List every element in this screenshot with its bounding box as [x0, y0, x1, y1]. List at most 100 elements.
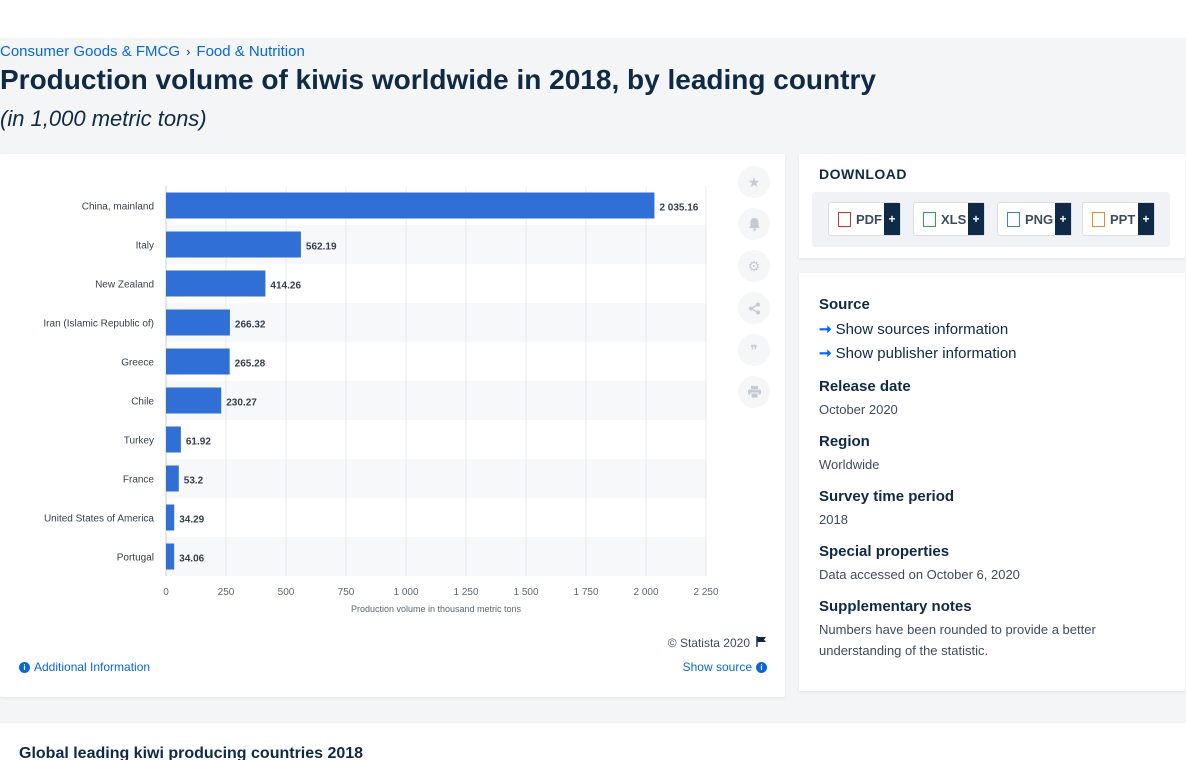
show-sources-link[interactable]: ➞ Show sources information [819, 320, 1009, 339]
data-label: 265.28 [235, 359, 266, 370]
show-sources-label: Show sources information [835, 320, 1009, 338]
arrow-right-icon: ➞ [819, 321, 832, 338]
download-ppt-plus[interactable]: + [1138, 203, 1154, 235]
chart-card: China, mainland 2 035.16 Italy 562.19 New Ze… [0, 154, 785, 697]
download-xls-plus[interactable]: + [968, 203, 984, 235]
data-label: 34.06 [179, 554, 204, 565]
ppt-file-icon [1092, 211, 1105, 227]
png-file-icon [1007, 211, 1020, 227]
additional-information-link[interactable]: i Additional Information [19, 660, 150, 674]
row-band [166, 459, 706, 498]
x-tick-label: 250 [218, 587, 235, 598]
data-label: 34.29 [179, 515, 204, 526]
download-ppt-label: PPT [1110, 211, 1136, 227]
download-pdf-plus[interactable]: + [884, 203, 900, 235]
breadcrumb-item-food-nutrition[interactable]: Food & Nutrition [196, 43, 305, 60]
bell-icon[interactable] [738, 208, 770, 240]
copyright-text: © Statista 2020 [667, 636, 750, 650]
category-label: New Zealand [95, 280, 154, 291]
data-label: 266.32 [235, 320, 266, 331]
release-date-value: October 2020 [819, 402, 898, 417]
info-icon: i [19, 661, 30, 673]
special-properties-label: Special properties [819, 543, 950, 560]
category-label: Portugal [117, 553, 154, 564]
gear-icon[interactable]: ⚙ [738, 250, 770, 282]
x-tick-label: 1 750 [573, 587, 598, 598]
download-xls-button[interactable]: XLS + [913, 202, 985, 236]
data-label: 53.2 [184, 476, 204, 487]
category-label: Chile [131, 397, 154, 408]
category-label: United States of America [44, 514, 154, 525]
bar-chart: China, mainland 2 035.16 Italy 562.19 New Ze… [43, 186, 719, 614]
category-label: Iran (Islamic Republic of) [43, 319, 154, 330]
copyright-notice: © Statista 2020 [668, 636, 767, 650]
related-statistic-title[interactable]: Global leading kiwi producing countries … [19, 745, 364, 760]
category-label: China, mainland [82, 202, 154, 213]
star-icon[interactable]: ★ [738, 166, 770, 198]
show-publisher-label: Show publisher information [835, 344, 1017, 362]
page-title: Production volume of kiwis worldwide in … [0, 64, 876, 95]
special-properties-value: Data accessed on October 6, 2020 [819, 567, 1020, 582]
pdf-file-icon [838, 211, 851, 227]
category-label: Greece [121, 358, 154, 369]
x-axis-label: Production volume in thousand metric ton… [351, 604, 522, 614]
bar [166, 543, 175, 570]
source-label: Source [819, 296, 870, 313]
download-pdf-button[interactable]: PDF + [828, 202, 901, 236]
survey-period-label: Survey time period [819, 488, 955, 505]
data-label: 414.26 [270, 281, 301, 292]
related-statistic-card: Global leading kiwi producing countries … [0, 723, 1186, 760]
x-tick-label: 0 [163, 587, 169, 598]
x-tick-label: 750 [338, 587, 355, 598]
row-band [166, 381, 706, 420]
breadcrumb-separator: › [186, 44, 191, 59]
quote-icon[interactable]: ❞ [738, 334, 770, 366]
download-ppt-button[interactable]: PPT + [1082, 202, 1155, 236]
data-label: 61.92 [186, 437, 211, 448]
x-tick-label: 1 250 [453, 587, 478, 598]
download-title: DOWNLOAD [819, 166, 907, 182]
share-icon[interactable] [738, 292, 770, 324]
bar [166, 348, 230, 375]
release-date-label: Release date [819, 378, 911, 395]
category-label: Italy [136, 241, 154, 252]
top-navigation-bar [0, 0, 1186, 38]
print-icon[interactable] [738, 376, 770, 408]
chart-tools: ★ ⚙ ❞ [738, 166, 770, 408]
download-pdf-label: PDF [856, 211, 882, 227]
x-tick-label: 2 000 [633, 587, 658, 598]
statistic-details-panel: Source ➞ Show sources information ➞ Show… [799, 273, 1185, 691]
x-tick-label: 1 500 [513, 587, 538, 598]
data-label: 2 035.16 [659, 203, 698, 214]
download-png-button[interactable]: PNG + [997, 202, 1072, 236]
bar [166, 231, 301, 258]
bar [166, 270, 266, 297]
data-label: 562.19 [306, 242, 337, 253]
row-band [166, 537, 706, 576]
supplementary-notes-label: Supplementary notes [819, 598, 972, 615]
additional-information-label: Additional Information [34, 660, 151, 674]
breadcrumb-item-consumer-goods[interactable]: Consumer Goods & FMCG [0, 43, 181, 60]
download-button-row: PDF + XLS + PNG + PPT + [812, 192, 1170, 247]
x-tick-label: 500 [278, 587, 295, 598]
download-png-plus[interactable]: + [1055, 203, 1071, 235]
region-value: Worldwide [819, 457, 880, 472]
show-source-link[interactable]: Show source i [683, 660, 767, 674]
xls-file-icon [923, 211, 936, 227]
bar [166, 504, 175, 531]
bar [166, 465, 179, 492]
category-label: France [123, 475, 155, 486]
download-png-label: PNG [1025, 211, 1054, 227]
x-tick-label: 1 000 [393, 587, 418, 598]
category-label: Turkey [124, 436, 154, 447]
show-publisher-link[interactable]: ➞ Show publisher information [819, 344, 1017, 363]
download-xls-label: XLS [941, 211, 967, 227]
survey-period-value: 2018 [819, 512, 848, 527]
region-label: Region [819, 433, 870, 450]
show-source-label: Show source [682, 660, 752, 674]
supplementary-notes-value: Numbers have been rounded to provide a b… [819, 622, 1096, 658]
x-tick-label: 2 250 [693, 587, 718, 598]
bar [166, 192, 655, 219]
flag-icon[interactable] [756, 636, 767, 650]
bar [166, 309, 230, 336]
